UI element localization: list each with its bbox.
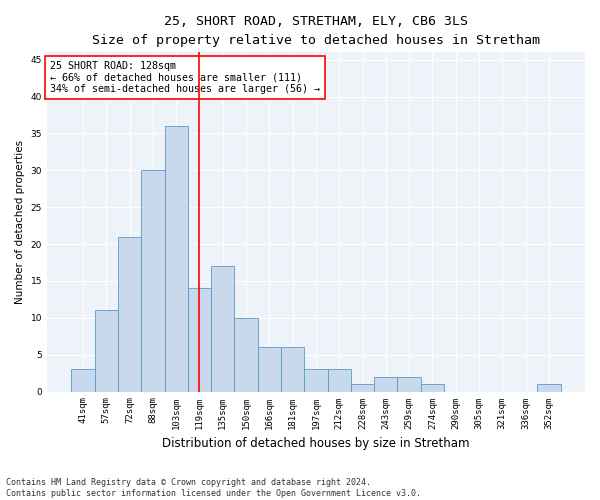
Bar <box>118 236 141 392</box>
X-axis label: Distribution of detached houses by size in Stretham: Distribution of detached houses by size … <box>162 437 470 450</box>
Bar <box>328 370 351 392</box>
Bar <box>164 126 188 392</box>
Bar <box>421 384 444 392</box>
Bar <box>141 170 164 392</box>
Bar <box>188 288 211 392</box>
Bar <box>281 348 304 392</box>
Y-axis label: Number of detached properties: Number of detached properties <box>15 140 25 304</box>
Title: 25, SHORT ROAD, STRETHAM, ELY, CB6 3LS
Size of property relative to detached hou: 25, SHORT ROAD, STRETHAM, ELY, CB6 3LS S… <box>92 15 540 47</box>
Bar <box>351 384 374 392</box>
Bar <box>397 377 421 392</box>
Bar <box>374 377 397 392</box>
Text: 25 SHORT ROAD: 128sqm
← 66% of detached houses are smaller (111)
34% of semi-det: 25 SHORT ROAD: 128sqm ← 66% of detached … <box>50 61 320 94</box>
Bar <box>537 384 560 392</box>
Text: Contains HM Land Registry data © Crown copyright and database right 2024.
Contai: Contains HM Land Registry data © Crown c… <box>6 478 421 498</box>
Bar <box>235 318 258 392</box>
Bar <box>95 310 118 392</box>
Bar <box>71 370 95 392</box>
Bar <box>211 266 235 392</box>
Bar <box>258 348 281 392</box>
Bar <box>304 370 328 392</box>
